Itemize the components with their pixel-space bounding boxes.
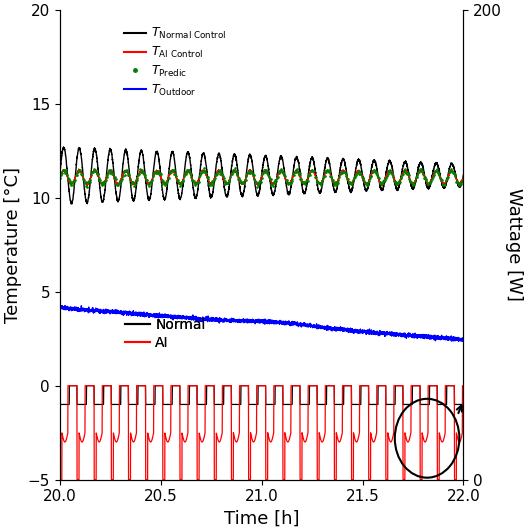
Y-axis label: Temperature [°C]: Temperature [°C]: [4, 167, 22, 323]
Y-axis label: Wattage [W]: Wattage [W]: [505, 188, 523, 301]
X-axis label: Time [h]: Time [h]: [224, 510, 299, 528]
Legend: Normal, AI: Normal, AI: [119, 312, 211, 355]
